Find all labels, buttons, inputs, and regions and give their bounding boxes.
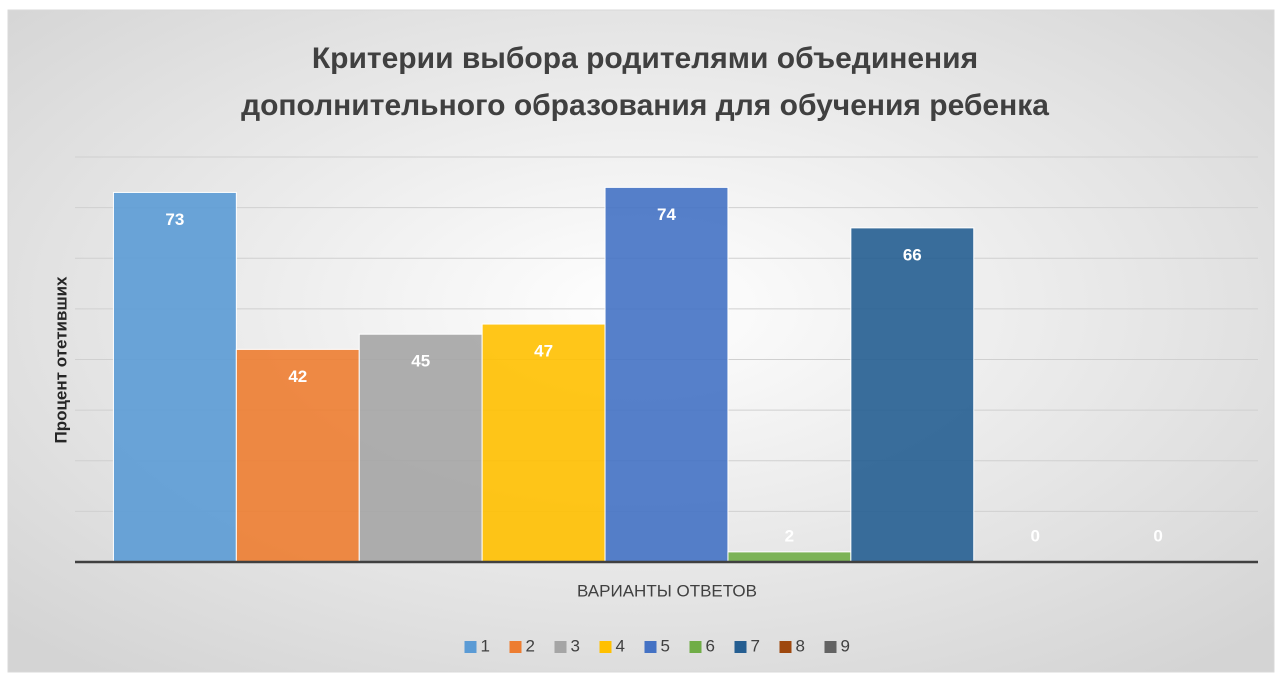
legend-swatch <box>509 641 522 653</box>
legend-swatch <box>689 641 702 653</box>
data-label: 0 <box>1030 526 1039 545</box>
data-label: 47 <box>534 342 553 361</box>
data-label: 66 <box>903 245 922 264</box>
legend-label: 1 <box>481 636 490 655</box>
legend-label: 8 <box>796 636 805 655</box>
bar <box>112 191 237 563</box>
data-label: 73 <box>165 210 184 229</box>
data-label: 42 <box>288 367 307 386</box>
legend-swatch <box>599 641 612 653</box>
x-axis-title: ВАРИАНТЫ ОТВЕТОВ <box>577 581 757 600</box>
legend-label: 7 <box>751 636 760 655</box>
legend-swatch <box>464 641 477 653</box>
legend-label: 6 <box>706 636 715 655</box>
legend-swatch <box>554 641 567 653</box>
bar <box>727 551 852 563</box>
bar <box>850 227 975 563</box>
data-label: 2 <box>785 526 794 545</box>
y-axis-title: Процент отетивших <box>51 276 70 444</box>
legend-swatch <box>779 641 792 653</box>
legend-label: 9 <box>841 636 850 655</box>
data-label: 45 <box>411 352 430 371</box>
data-label: 0 <box>1153 526 1162 545</box>
chart-title: дополнительного образования для обучения… <box>241 89 1049 122</box>
legend-swatch <box>644 641 657 653</box>
legend-label: 2 <box>526 636 535 655</box>
legend-swatch <box>734 641 747 653</box>
bar <box>604 186 729 563</box>
legend-label: 5 <box>661 636 670 655</box>
legend-swatch <box>824 641 837 653</box>
chart-title: Критерии выбора родителями объединения <box>312 42 978 75</box>
legend-label: 4 <box>616 636 625 655</box>
legend-label: 3 <box>571 636 580 655</box>
data-label: 74 <box>657 205 676 224</box>
